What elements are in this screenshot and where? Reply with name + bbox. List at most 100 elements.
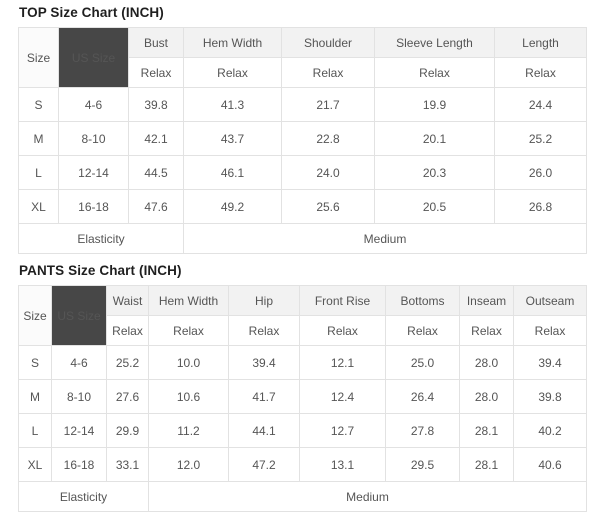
us-size-cell: 16-18 xyxy=(58,189,129,224)
measurement-value-cell: 24.0 xyxy=(281,155,375,190)
col-header-cell: Bottoms xyxy=(385,285,460,316)
fit-cell: Relax xyxy=(459,315,514,346)
measurement-value-cell: 12.0 xyxy=(148,447,229,482)
size-header-cell: Size xyxy=(18,27,59,88)
table-row: L 12-14 44.5 46.1 24.0 20.3 26.0 xyxy=(18,155,587,190)
elasticity-row: Elasticity Medium xyxy=(18,223,587,254)
measurement-value-cell: 28.0 xyxy=(459,345,514,380)
fit-cell: Relax xyxy=(374,57,495,88)
measurement-value-cell: 10.6 xyxy=(148,379,229,414)
measurement-value-cell: 26.0 xyxy=(494,155,587,190)
us-size-cell: 16-18 xyxy=(51,447,107,482)
size-cell: M xyxy=(18,121,59,156)
measurement-value-cell: 39.4 xyxy=(228,345,300,380)
measurement-value-cell: 19.9 xyxy=(374,87,495,122)
fit-cell: Relax xyxy=(385,315,460,346)
pants-size-chart-section: PANTS Size Chart (INCH) Size US Size Waist… xyxy=(18,263,587,512)
measurement-value-cell: 20.1 xyxy=(374,121,495,156)
header-row: Size US Size Waist Hem Width Hip Front Rise Bo… xyxy=(18,285,587,346)
table-row: S 4-6 25.2 10.0 39.4 12.1 25.0 28.0 39.4 xyxy=(18,345,587,380)
us-size-cell: 12-14 xyxy=(51,413,107,448)
measurement-value-cell: 44.1 xyxy=(228,413,300,448)
table-row: M 8-10 42.1 43.7 22.8 20.1 25.2 xyxy=(18,121,587,156)
pants-chart-title: PANTS Size Chart (INCH) xyxy=(19,263,182,278)
col-header-cell: Shoulder xyxy=(281,27,375,58)
fit-cell: Relax xyxy=(183,57,282,88)
measurement-value-cell: 33.1 xyxy=(106,447,149,482)
fit-cell: Relax xyxy=(106,315,149,346)
col-header-cell: Front Rise xyxy=(299,285,386,316)
measurement-value-cell: 39.8 xyxy=(128,87,184,122)
measurement-value-cell: 11.2 xyxy=(148,413,229,448)
fit-cell: Relax xyxy=(281,57,375,88)
measurement-value-cell: 41.7 xyxy=(228,379,300,414)
measurement-value-cell: 12.7 xyxy=(299,413,386,448)
measurement-value-cell: 26.8 xyxy=(494,189,587,224)
measurement-value-cell: 10.0 xyxy=(148,345,229,380)
measurement-value-cell: 25.2 xyxy=(106,345,149,380)
table-row: L 12-14 29.9 11.2 44.1 12.7 27.8 28.1 40.2 xyxy=(18,413,587,448)
measurement-value-cell: 40.6 xyxy=(513,447,587,482)
col-header-cell: Hem Width xyxy=(183,27,282,58)
measurement-value-cell: 27.6 xyxy=(106,379,149,414)
measurement-value-cell: 20.3 xyxy=(374,155,495,190)
size-cell: M xyxy=(18,379,52,414)
measurement-value-cell: 39.8 xyxy=(513,379,587,414)
elasticity-row: Elasticity Medium xyxy=(18,481,587,512)
top-size-chart-table: Size US Size Bust Hem Width Shoulder Sleeve L… xyxy=(18,27,587,254)
fit-cell: Relax xyxy=(128,57,184,88)
size-cell: L xyxy=(18,413,52,448)
measurement-value-cell: 27.8 xyxy=(385,413,460,448)
measurement-value-cell: 44.5 xyxy=(128,155,184,190)
col-header-cell: Waist xyxy=(106,285,149,316)
fit-row: Relax Relax Relax Relax Relax xyxy=(19,57,587,88)
size-cell: S xyxy=(18,345,52,380)
measurement-value-cell: 46.1 xyxy=(183,155,282,190)
measurement-value-cell: 21.7 xyxy=(281,87,375,122)
us-size-cell: 12-14 xyxy=(58,155,129,190)
table-row: S 4-6 39.8 41.3 21.7 19.9 24.4 xyxy=(18,87,587,122)
elasticity-value-cell: Medium xyxy=(148,481,587,512)
col-header-cell: Hip xyxy=(228,285,300,316)
measurement-value-cell: 39.4 xyxy=(513,345,587,380)
measurement-value-cell: 28.1 xyxy=(459,447,514,482)
us-size-cell: 4-6 xyxy=(51,345,107,380)
fit-cell: Relax xyxy=(513,315,587,346)
table-row: M 8-10 27.6 10.6 41.7 12.4 26.4 28.0 39.8 xyxy=(18,379,587,414)
measurement-value-cell: 12.4 xyxy=(299,379,386,414)
col-header-cell: Sleeve Length xyxy=(374,27,495,58)
fit-cell: Relax xyxy=(148,315,229,346)
fit-row: Relax Relax Relax Relax Relax Relax Relax xyxy=(19,315,587,346)
size-cell: XL xyxy=(18,447,52,482)
measurement-value-cell: 25.2 xyxy=(494,121,587,156)
measurement-value-cell: 29.5 xyxy=(385,447,460,482)
col-header-cell: Length xyxy=(494,27,587,58)
measurement-value-cell: 42.1 xyxy=(128,121,184,156)
top-chart-title: TOP Size Chart (INCH) xyxy=(19,5,164,20)
col-header-cell: Outseam xyxy=(513,285,587,316)
us-size-cell: 4-6 xyxy=(58,87,129,122)
us-size-header-cell: US Size xyxy=(51,285,107,346)
size-cell: XL xyxy=(18,189,59,224)
elasticity-label-cell: Elasticity xyxy=(18,481,149,512)
size-header-cell: Size xyxy=(18,285,52,346)
measurement-value-cell: 49.2 xyxy=(183,189,282,224)
measurement-value-cell: 29.9 xyxy=(106,413,149,448)
col-header-cell: Inseam xyxy=(459,285,514,316)
elasticity-label-cell: Elasticity xyxy=(18,223,184,254)
us-size-header-cell: US Size xyxy=(58,27,129,88)
col-header-cell: Bust xyxy=(128,27,184,58)
measurement-value-cell: 47.2 xyxy=(228,447,300,482)
elasticity-value-cell: Medium xyxy=(183,223,587,254)
top-size-chart-section: TOP Size Chart (INCH) Size US Size Bust Hem… xyxy=(18,5,587,254)
measurement-value-cell: 13.1 xyxy=(299,447,386,482)
measurement-value-cell: 22.8 xyxy=(281,121,375,156)
table-row: XL 16-18 47.6 49.2 25.6 20.5 26.8 xyxy=(18,189,587,224)
measurement-value-cell: 26.4 xyxy=(385,379,460,414)
measurement-value-cell: 24.4 xyxy=(494,87,587,122)
measurement-value-cell: 12.1 xyxy=(299,345,386,380)
measurement-value-cell: 47.6 xyxy=(128,189,184,224)
fit-cell: Relax xyxy=(299,315,386,346)
measurement-value-cell: 25.6 xyxy=(281,189,375,224)
